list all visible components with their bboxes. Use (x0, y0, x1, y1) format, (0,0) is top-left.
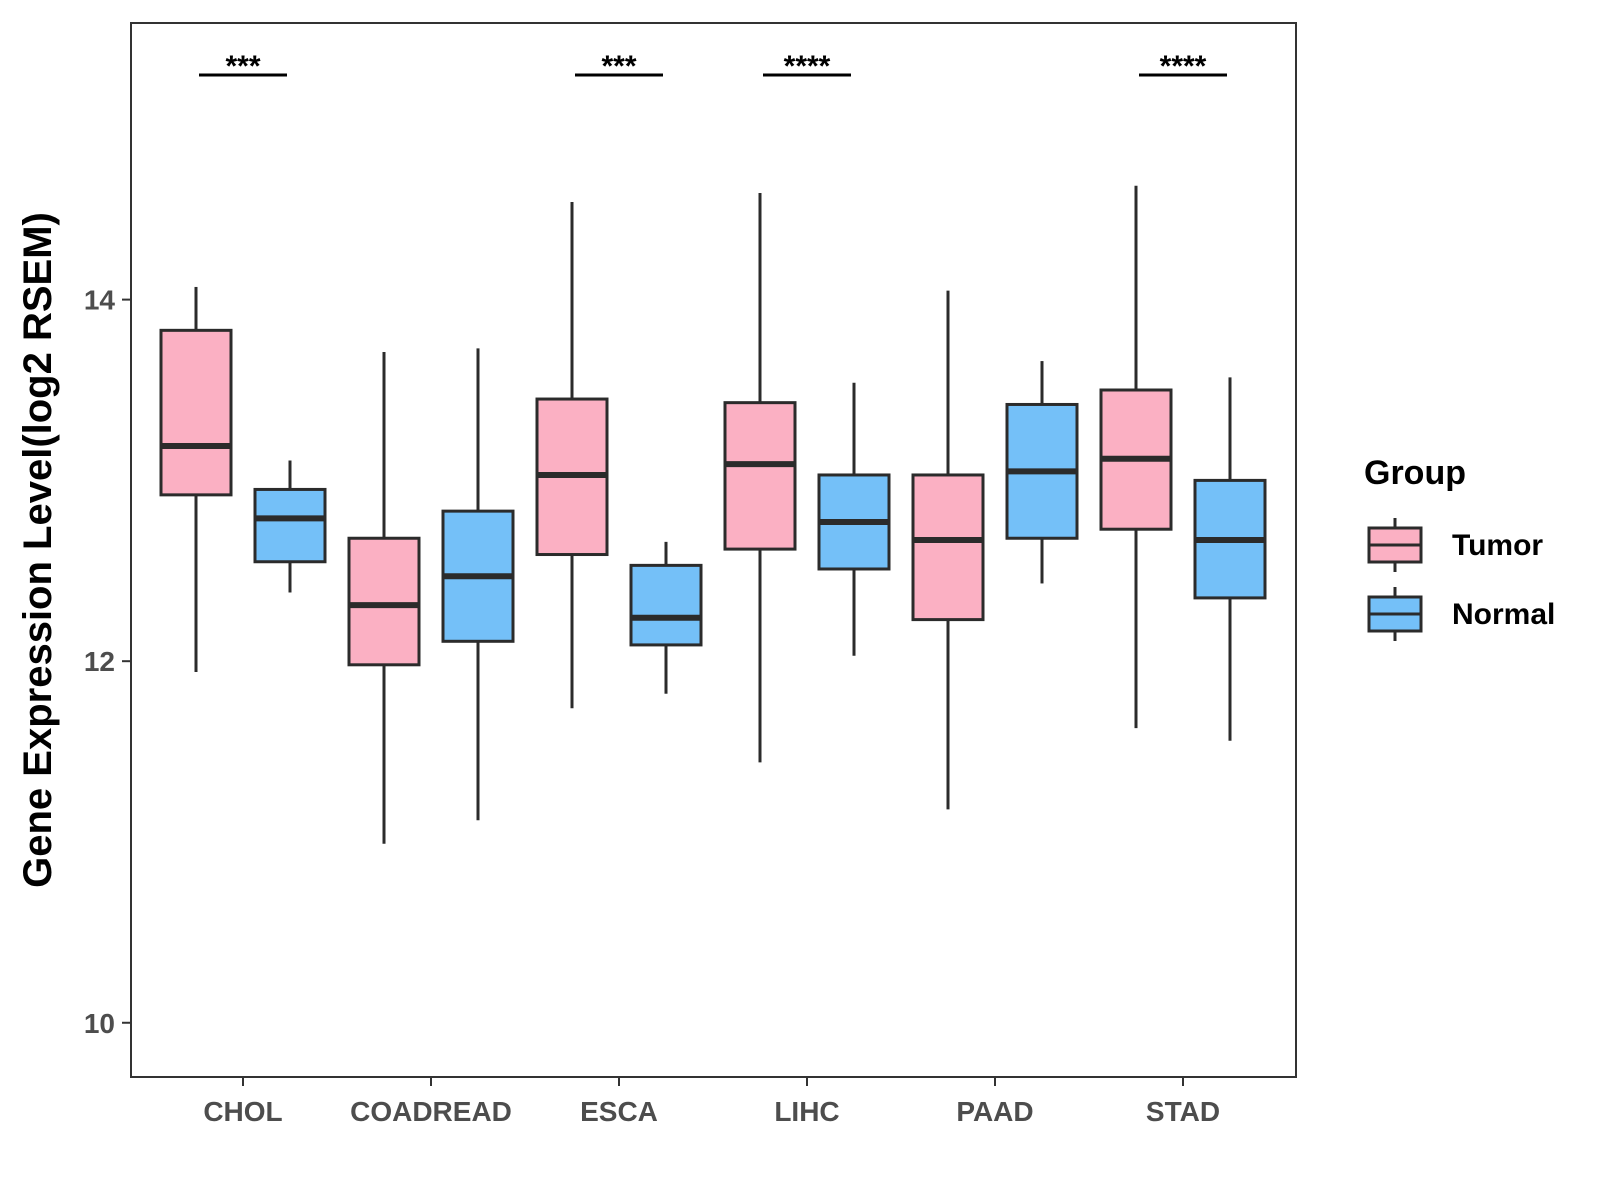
significance-label: *** (225, 50, 260, 83)
box-iqr (159, 328, 233, 497)
y-tick-label: 12 (84, 646, 115, 677)
y-axis-title: Gene Expression Level(log2 RSEM) (16, 212, 60, 888)
significance-esca: *** (575, 50, 663, 83)
box-tumor-chol (159, 286, 233, 673)
box-normal-esca (629, 541, 703, 694)
plot-layer (159, 185, 1267, 844)
box-normal-paad (1005, 361, 1079, 584)
box-iqr (253, 487, 327, 564)
legend-item-tumor: Tumor (1367, 518, 1543, 572)
significance-chol: *** (199, 50, 287, 83)
significance-lihc: **** (763, 50, 851, 83)
y-tick-label: 14 (84, 285, 116, 316)
x-tick-label: PAAD (956, 1096, 1033, 1127)
box-normal-lihc (817, 382, 891, 656)
x-tick-label: STAD (1146, 1096, 1220, 1127)
y-axis: 10 12 14 (84, 285, 131, 1039)
plot-panel-border (130, 22, 1297, 1078)
box-normal-stad (1193, 377, 1267, 741)
x-tick-label: CHOL (203, 1096, 282, 1127)
significance-stad: **** (1139, 50, 1227, 83)
box-tumor-esca (535, 201, 609, 709)
box-tumor-stad (1099, 185, 1173, 729)
x-axis: CHOL COADREAD ESCA LIHC PAAD STAD (203, 1077, 1220, 1127)
box-iqr (723, 401, 797, 551)
significance-layer: *** *** **** **** (199, 50, 1227, 83)
x-tick-label: LIHC (774, 1096, 839, 1127)
box-tumor-lihc (723, 192, 797, 763)
legend-label: Normal (1452, 598, 1555, 631)
box-normal-chol (253, 460, 327, 593)
box-normal-coadread (441, 348, 515, 821)
legend-title: Group (1364, 454, 1466, 492)
legend-item-normal: Normal (1367, 587, 1555, 641)
significance-label: *** (601, 50, 636, 83)
box-iqr (629, 563, 703, 647)
legend: Group Tumor Normal (1364, 454, 1555, 641)
y-tick-label: 10 (84, 1008, 115, 1039)
x-tick-label: ESCA (580, 1096, 658, 1127)
significance-label: **** (1160, 50, 1207, 83)
legend-label: Tumor (1452, 529, 1543, 562)
box-tumor-coadread (347, 352, 421, 844)
box-tumor-paad (911, 290, 985, 810)
box-iqr (347, 536, 421, 667)
significance-label: **** (784, 50, 831, 83)
box-iqr (911, 473, 985, 622)
x-tick-label: COADREAD (350, 1096, 512, 1127)
